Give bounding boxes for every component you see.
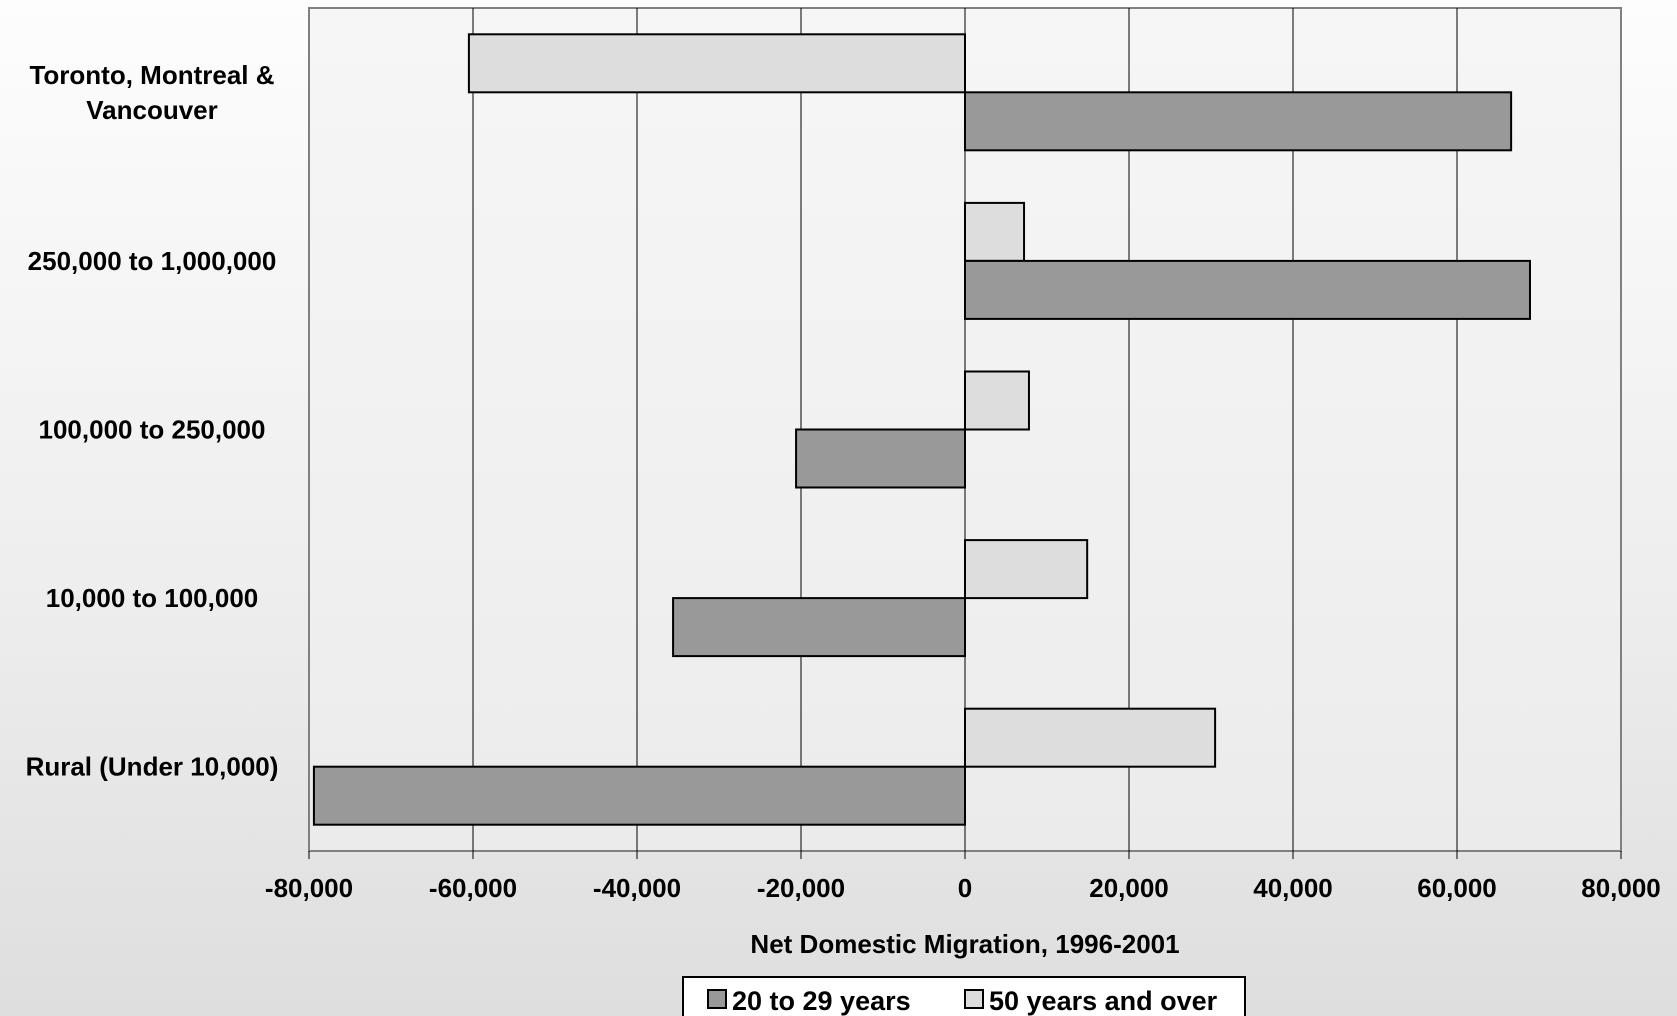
x-tick-label: 60,000 — [1417, 873, 1497, 903]
legend-swatch — [964, 989, 984, 1009]
x-tick-label: -20,000 — [757, 873, 845, 903]
category-label: Rural (Under 10,000) — [26, 752, 279, 782]
category-label: 10,000 to 100,000 — [46, 583, 259, 613]
bar — [467, 33, 966, 94]
category-label: Toronto, Montreal & Vancouver — [29, 60, 274, 125]
bar — [964, 539, 1089, 600]
x-tick-label: -60,000 — [429, 873, 517, 903]
legend-swatch — [707, 989, 727, 1009]
legend-label: 50 years and over — [989, 986, 1218, 1016]
x-axis: -80,000 -60,000 -40,000 -20,000 0 20,000 40,00… — [265, 851, 1661, 903]
legend-label: 20 to 29 years — [732, 986, 911, 1016]
x-tick-label: 20,000 — [1089, 873, 1169, 903]
bar — [672, 597, 967, 658]
x-tick-label: 80,000 — [1581, 873, 1661, 903]
x-tick-label: 0 — [958, 873, 972, 903]
bar — [964, 91, 1513, 152]
bar — [312, 765, 967, 826]
category-label: 250,000 to 1,000,000 — [28, 246, 277, 276]
x-tick-label: 40,000 — [1253, 873, 1333, 903]
bar — [964, 707, 1217, 768]
bar — [964, 259, 1531, 320]
x-tick-label: -40,000 — [593, 873, 681, 903]
x-axis-title: Net Domestic Migration, 1996-2001 — [750, 929, 1179, 959]
bar — [964, 370, 1030, 431]
category-labels: Toronto, Montreal & Vancouver 250,000 to 1… — [26, 60, 279, 782]
bar — [964, 201, 1026, 262]
x-tick-label: -80,000 — [265, 873, 353, 903]
bars — [312, 33, 1531, 826]
bar — [795, 428, 967, 489]
category-label: 100,000 to 250,000 — [39, 415, 266, 445]
legend: 20 to 29 years 50 years and over — [682, 976, 1246, 1016]
